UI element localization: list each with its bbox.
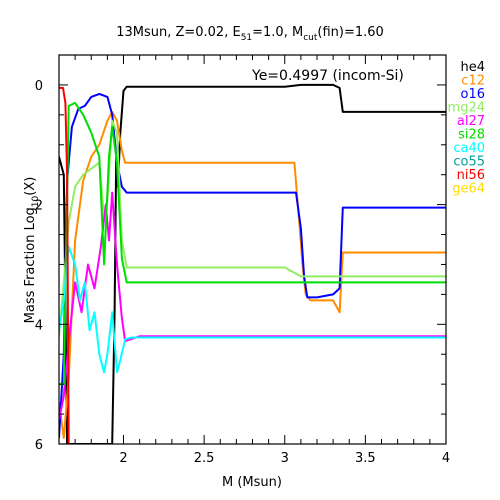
chart-title: 13Msun, Z=0.02, E51=1.0, Mcut(fin)=1.60	[116, 25, 384, 43]
series-line-al27	[59, 191, 446, 421]
series-line-si28	[59, 101, 446, 386]
series-layer	[59, 83, 446, 444]
legend-item-c12: c12	[461, 74, 485, 89]
y-axis-label: Mass Fraction Log10(X)	[23, 177, 41, 324]
y-tick-label: 4	[35, 318, 43, 333]
x-axis-label: M (Msun)	[222, 475, 282, 490]
x-tick-label: 3	[281, 451, 289, 466]
legend-item-ca40: ca40	[453, 141, 485, 156]
series-line-ni56	[59, 86, 70, 444]
series-line-o16	[59, 92, 446, 439]
legend-item-mg24: mg24	[448, 101, 485, 116]
series-line-mg24	[59, 119, 446, 337]
legend-item-o16: o16	[461, 87, 486, 102]
series-line-he4	[59, 83, 446, 444]
plot-frame	[58, 54, 447, 445]
y-tick-label: 6	[35, 438, 43, 453]
legend-item-al27: al27	[457, 114, 485, 129]
series-line-c12	[59, 110, 446, 439]
x-tick-label: 4	[442, 451, 450, 466]
legend-item-he4: he4	[460, 60, 485, 75]
x-tick-label: 2.5	[194, 451, 215, 466]
tick-layer: 2 2.5 3 3.5 4 0 2 4 6	[35, 55, 450, 466]
legend-item-ge64: ge64	[452, 182, 485, 197]
legend-item-si28: si28	[458, 128, 485, 143]
y-tick-label: 2	[35, 199, 43, 214]
legend-item-ni56: ni56	[457, 168, 485, 183]
ye-annotation: Ye=0.4997 (incom-Si)	[251, 68, 404, 84]
y-tick-label: 0	[35, 79, 43, 94]
x-tick-label: 2	[119, 451, 127, 466]
series-line-ca40	[59, 245, 446, 374]
legend-item-co55: co55	[453, 155, 485, 170]
x-tick-label: 3.5	[355, 451, 376, 466]
